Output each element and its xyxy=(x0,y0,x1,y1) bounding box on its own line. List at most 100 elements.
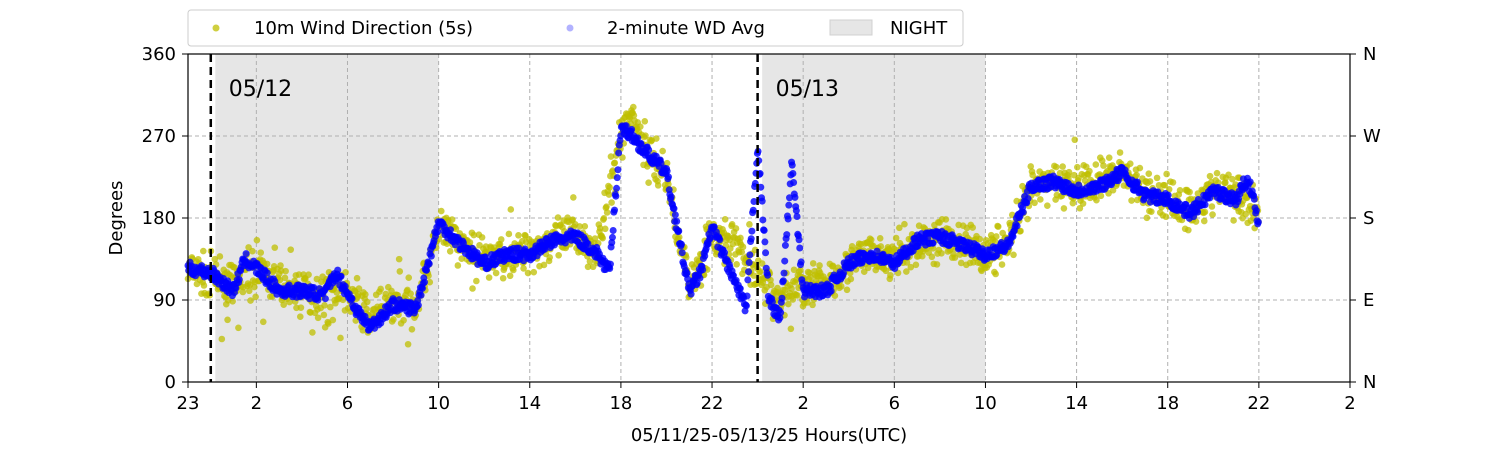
wd-5s-point xyxy=(277,262,284,269)
wd-avg-point xyxy=(783,231,791,239)
wd-5s-point xyxy=(249,247,256,255)
wd-5s-point xyxy=(750,272,758,279)
wd-5s-point xyxy=(497,236,505,243)
wd-5s-point xyxy=(957,259,965,267)
wd-5s-point xyxy=(309,329,316,336)
wd-5s-point xyxy=(1163,170,1170,178)
wd-5s-point xyxy=(353,274,361,282)
wd-avg-point xyxy=(584,240,592,248)
x-axis-label: 05/11/25-05/13/25 Hours(UTC) xyxy=(631,425,907,446)
x-tick-label-9: 10 xyxy=(974,393,997,414)
wd-5s-point xyxy=(280,301,287,308)
wd-5s-point xyxy=(1148,208,1155,215)
wd-5s-point xyxy=(320,311,328,319)
wd-5s-point xyxy=(994,223,1002,230)
wd-avg-point xyxy=(736,285,744,293)
wd-5s-point xyxy=(607,153,615,160)
wd-avg-point xyxy=(789,169,797,177)
wd-avg-point xyxy=(678,240,686,248)
wd-avg-point xyxy=(628,125,636,133)
wd-avg-point xyxy=(701,252,709,260)
wd-5s-point xyxy=(321,302,328,309)
wd-5s-point xyxy=(1074,163,1081,171)
y2-tick-label-1: E xyxy=(1363,290,1374,311)
wd-5s-point xyxy=(325,320,332,327)
wd-5s-point xyxy=(1031,199,1038,207)
wd-5s-point xyxy=(929,245,937,252)
wd-5s-point xyxy=(339,296,347,304)
wd-avg-point xyxy=(657,159,665,167)
wd-5s-point xyxy=(555,252,562,259)
wd-5s-point xyxy=(359,327,367,334)
wd-5s-point xyxy=(809,301,816,309)
wd-5s-point xyxy=(326,303,334,311)
wd-avg-point xyxy=(797,258,805,266)
wd-5s-point xyxy=(938,249,945,257)
wd-avg-point xyxy=(337,272,345,280)
wd-5s-point xyxy=(1052,163,1060,171)
wd-5s-point xyxy=(629,103,637,111)
wd-5s-point xyxy=(507,206,515,213)
wd-5s-point xyxy=(1206,172,1214,180)
x-tick-label-4: 14 xyxy=(518,393,541,414)
wd-avg-point xyxy=(796,244,804,252)
x-tick-label-0: 23 xyxy=(177,393,200,414)
wd-5s-point xyxy=(682,253,690,261)
wd-avg-point xyxy=(613,184,621,192)
wd-5s-point xyxy=(1225,171,1232,179)
wd-5s-point xyxy=(809,260,817,267)
wd-avg-point xyxy=(414,301,422,309)
wd-5s-point xyxy=(1201,208,1209,216)
wd-5s-point xyxy=(470,231,478,239)
wd-avg-point xyxy=(1201,201,1209,209)
wd-5s-point xyxy=(804,299,811,306)
wd-5s-point xyxy=(510,266,517,274)
wd-5s-point xyxy=(733,260,740,268)
wd-5s-point xyxy=(363,298,371,306)
wd-5s-point xyxy=(1079,200,1087,207)
wd-5s-point xyxy=(297,304,305,311)
wd-avg-point xyxy=(777,309,785,317)
wd-5s-point xyxy=(918,252,926,260)
wd-avg-point xyxy=(693,279,701,287)
wd-5s-point xyxy=(452,225,460,233)
wd-avg-point xyxy=(929,239,937,247)
wd-avg-point xyxy=(427,252,435,260)
wd-5s-point xyxy=(876,234,884,242)
wd-5s-point xyxy=(864,264,872,272)
wd-avg-point xyxy=(721,249,729,257)
wd-avg-point xyxy=(788,161,796,169)
wd-5s-point xyxy=(1097,192,1105,200)
wd-5s-point xyxy=(382,290,390,298)
wd-5s-point xyxy=(738,248,746,256)
wd-5s-point xyxy=(257,249,265,256)
wd-5s-point xyxy=(296,313,304,321)
wd-5s-point xyxy=(829,262,837,270)
wd-5s-point xyxy=(252,293,259,301)
y-tick-label-1: 90 xyxy=(153,290,176,311)
wd-5s-point xyxy=(1128,197,1135,204)
wd-avg-point xyxy=(748,227,756,235)
wd-5s-point xyxy=(286,298,293,306)
wd-avg-point xyxy=(321,295,329,303)
wd-avg-point xyxy=(827,287,835,295)
wd-avg-point xyxy=(742,302,750,310)
wd-5s-point xyxy=(641,118,649,125)
wd-avg-point xyxy=(671,211,679,219)
wd-5s-point xyxy=(229,297,236,305)
wd-avg-point xyxy=(776,314,784,322)
wd-5s-point xyxy=(584,263,592,271)
legend-label-0: 10m Wind Direction (5s) xyxy=(254,18,473,39)
wd-5s-point xyxy=(816,262,823,269)
wd-avg-point xyxy=(745,259,753,267)
x-tick-label-1: 2 xyxy=(251,393,262,414)
wd-5s-point xyxy=(218,335,226,343)
wd-5s-point xyxy=(405,274,413,282)
wd-avg-point xyxy=(781,241,789,249)
wd-5s-point xyxy=(1076,204,1084,212)
wd-5s-point xyxy=(396,268,404,275)
wd-5s-point xyxy=(362,291,369,298)
wd-5s-point xyxy=(758,260,766,267)
wd-5s-point xyxy=(896,224,903,232)
wd-5s-point xyxy=(469,285,476,292)
